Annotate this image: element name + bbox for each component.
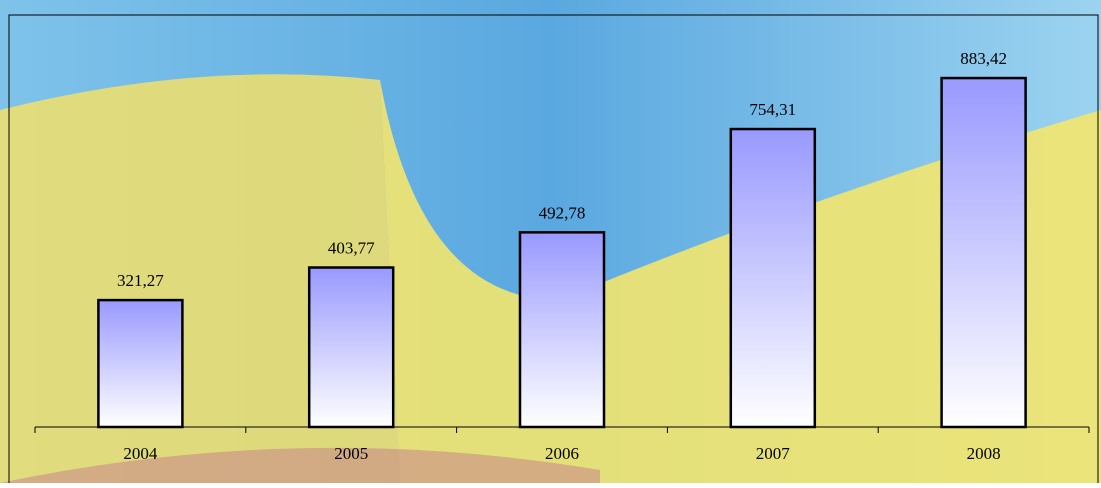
x-tick-label: 2004 [123, 444, 158, 463]
value-label: 754,31 [749, 100, 796, 119]
bar [940, 76, 1027, 429]
x-tick-label: 2007 [756, 444, 791, 463]
bar [729, 127, 817, 429]
value-label: 883,42 [960, 49, 1007, 68]
x-tick-label: 2005 [334, 444, 368, 463]
bar [518, 231, 606, 429]
x-tick-label: 2006 [545, 444, 579, 463]
value-label: 492,78 [539, 203, 586, 222]
flag-shadow [0, 447, 600, 483]
value-label: 403,77 [328, 239, 375, 258]
x-tick-label: 2008 [967, 444, 1001, 463]
bar [307, 266, 395, 429]
bar [97, 298, 184, 429]
value-label: 321,27 [117, 271, 164, 290]
